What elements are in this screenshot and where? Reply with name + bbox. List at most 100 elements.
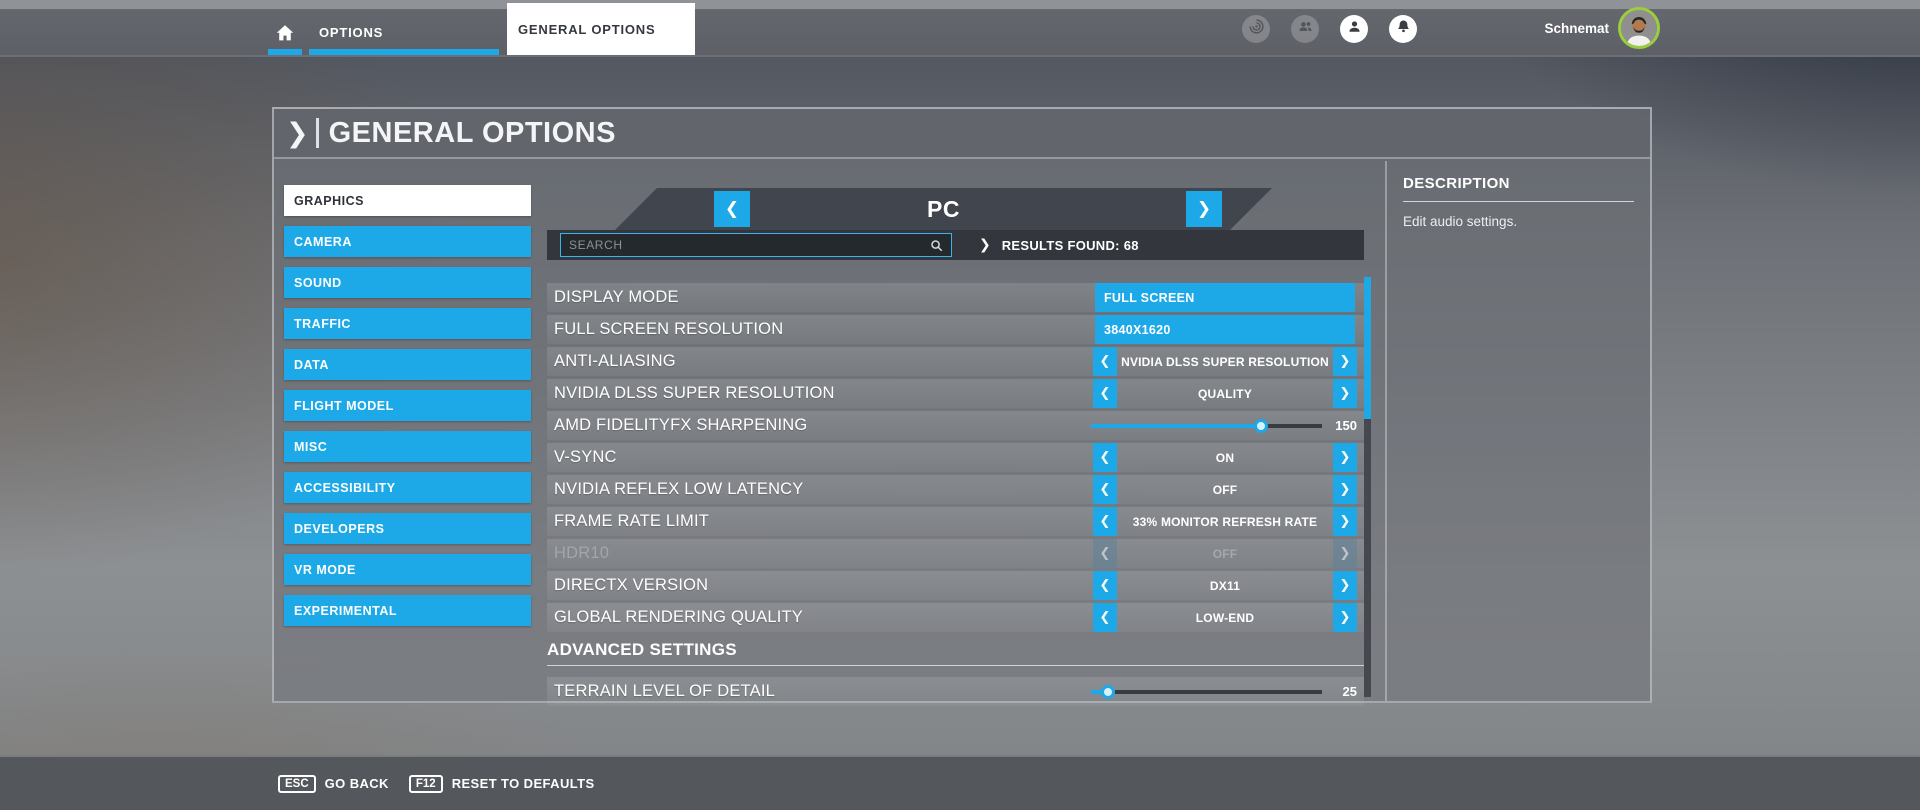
sidebar-item-sound[interactable]: SOUND bbox=[284, 267, 531, 298]
sidebar-item-vr-mode[interactable]: VR MODE bbox=[284, 554, 531, 585]
panel-title-bar: ❯ GENERAL OPTIONS bbox=[274, 109, 1650, 159]
setting-control: ❮ LOW-END ❯ bbox=[1093, 603, 1357, 632]
decrease-option-button[interactable]: ❮ bbox=[1093, 507, 1117, 536]
setting-control: FULL SCREEN bbox=[1093, 283, 1357, 312]
settings-scrollbar[interactable] bbox=[1364, 277, 1371, 697]
topbar-user-area: Schnemat bbox=[1460, 6, 1660, 50]
sidebar-item-experimental[interactable]: EXPERIMENTAL bbox=[284, 595, 531, 626]
selected-value: NVIDIA DLSS SUPER RESOLUTION bbox=[1121, 354, 1329, 369]
setting-control: ❮ OFF ❯ bbox=[1093, 475, 1357, 504]
decrease-option-button: ❮ bbox=[1093, 539, 1117, 568]
slider-track[interactable] bbox=[1091, 424, 1322, 428]
topbar-icon-group bbox=[1242, 15, 1417, 43]
platform-prev-button[interactable]: ❮ bbox=[714, 191, 750, 227]
setting-row-terrain-level-of-detail: TERRAIN LEVEL OF DETAIL 25 bbox=[547, 677, 1364, 706]
increase-option-button[interactable]: ❯ bbox=[1333, 443, 1357, 472]
setting-label: DIRECTX VERSION bbox=[554, 576, 709, 594]
setting-row-amd-fidelityfx-sharpening: AMD FIDELITYFX SHARPENING 150 bbox=[547, 411, 1364, 440]
shortcut-go-back[interactable]: ESC GO BACK bbox=[278, 774, 389, 793]
slider-track[interactable] bbox=[1091, 690, 1322, 694]
chevron-left-icon: ❮ bbox=[724, 199, 740, 219]
dropdown-display-mode[interactable]: FULL SCREEN bbox=[1095, 283, 1355, 312]
decrease-option-button[interactable]: ❮ bbox=[1093, 347, 1117, 376]
setting-row-nvidia-reflex-low-latency: NVIDIA REFLEX LOW LATENCY ❮ OFF ❯ bbox=[547, 475, 1364, 504]
slider-value: 150 bbox=[1335, 418, 1357, 433]
sidebar-item-flight-model[interactable]: FLIGHT MODEL bbox=[284, 390, 531, 421]
results-found: ❯ RESULTS FOUND: 68 bbox=[979, 237, 1139, 253]
increase-option-button[interactable]: ❯ bbox=[1333, 603, 1357, 632]
search-input[interactable] bbox=[561, 238, 929, 252]
decrease-option-button[interactable]: ❮ bbox=[1093, 603, 1117, 632]
setting-control: 3840X1620 bbox=[1093, 315, 1357, 344]
sidebar-item-developers[interactable]: DEVELOPERS bbox=[284, 513, 531, 544]
setting-row-nvidia-dlss-super-resolution: NVIDIA DLSS SUPER RESOLUTION ❮ QUALITY ❯ bbox=[547, 379, 1364, 408]
sidebar-item-camera[interactable]: CAMERA bbox=[284, 226, 531, 257]
setting-label: HDR10 bbox=[554, 544, 610, 562]
decrease-option-button[interactable]: ❮ bbox=[1093, 379, 1117, 408]
setting-control: ❮ DX11 ❯ bbox=[1093, 571, 1357, 600]
decrease-option-button[interactable]: ❮ bbox=[1093, 475, 1117, 504]
shortcut-reset-to-defaults[interactable]: F12 RESET TO DEFAULTS bbox=[408, 774, 595, 793]
profile-button[interactable] bbox=[1340, 15, 1368, 43]
tab-home[interactable] bbox=[262, 20, 308, 55]
setting-control: 25 bbox=[1091, 677, 1357, 706]
selected-value: QUALITY bbox=[1197, 386, 1253, 401]
setting-label: FULL SCREEN RESOLUTION bbox=[554, 320, 784, 338]
setting-row-hdr10: HDR10 ❮ OFF ❯ bbox=[547, 539, 1364, 568]
sidebar-item-traffic[interactable]: TRAFFIC bbox=[284, 308, 531, 339]
setting-row-frame-rate-limit: FRAME RATE LIMIT ❮ 33% MONITOR REFRESH RAT… bbox=[547, 507, 1364, 536]
decrease-option-button[interactable]: ❮ bbox=[1093, 443, 1117, 472]
page-title: GENERAL OPTIONS bbox=[328, 116, 616, 149]
options-panel: ❯ GENERAL OPTIONS GRAPHICS CAMERA SOUND TRA… bbox=[272, 107, 1652, 706]
settings-list: DISPLAY MODE FULL SCREEN FULL SCREEN RESOL… bbox=[547, 283, 1364, 709]
setting-control: 150 bbox=[1091, 411, 1357, 440]
tab-general-options[interactable]: GENERAL OPTIONS bbox=[507, 3, 695, 55]
increase-option-button[interactable]: ❯ bbox=[1333, 347, 1357, 376]
shortcut-label: RESET TO DEFAULTS bbox=[451, 776, 595, 791]
sidebar-item-graphics[interactable]: GRAPHICS bbox=[284, 185, 531, 216]
notifications-bell-icon bbox=[1395, 18, 1412, 40]
selected-value: ON bbox=[1215, 450, 1235, 465]
slider-knob[interactable] bbox=[1253, 419, 1268, 433]
avatar[interactable] bbox=[1618, 7, 1660, 49]
selected-value: DX11 bbox=[1209, 578, 1241, 593]
increase-option-button[interactable]: ❯ bbox=[1333, 475, 1357, 504]
description-panel: DESCRIPTION Edit audio settings. bbox=[1385, 161, 1650, 701]
slider-knob[interactable] bbox=[1101, 685, 1116, 699]
setting-label: ANTI-ALIASING bbox=[554, 352, 676, 370]
sidebar-item-data[interactable]: DATA bbox=[284, 349, 531, 380]
magnifier-icon bbox=[929, 238, 944, 253]
bottom-shortcut-bar: ESC GO BACK F12 RESET TO DEFAULTS bbox=[0, 755, 1920, 810]
sidebar-item-accessibility[interactable]: ACCESSIBILITY bbox=[284, 472, 531, 503]
notifications-bell-button[interactable] bbox=[1389, 15, 1417, 43]
section-label: ADVANCED SETTINGS bbox=[547, 640, 737, 659]
setting-row-directx-version: DIRECTX VERSION ❮ DX11 ❯ bbox=[547, 571, 1364, 600]
setting-label: FRAME RATE LIMIT bbox=[554, 512, 710, 530]
setting-control: ❮ 33% MONITOR REFRESH RATE ❯ bbox=[1093, 507, 1357, 536]
setting-row-display-mode: DISPLAY MODE FULL SCREEN bbox=[547, 283, 1364, 312]
results-found-label: RESULTS FOUND: 68 bbox=[1001, 237, 1139, 253]
search-box bbox=[560, 233, 952, 257]
scrollbar-thumb[interactable] bbox=[1364, 277, 1371, 419]
search-band: ❯ RESULTS FOUND: 68 bbox=[547, 230, 1364, 260]
friends-icon bbox=[1297, 18, 1314, 40]
setting-label: AMD FIDELITYFX SHARPENING bbox=[554, 416, 808, 434]
setting-control: ❮ ON ❯ bbox=[1093, 443, 1357, 472]
increase-option-button[interactable]: ❯ bbox=[1333, 571, 1357, 600]
setting-label: NVIDIA DLSS SUPER RESOLUTION bbox=[554, 384, 835, 402]
decrease-option-button[interactable]: ❮ bbox=[1093, 571, 1117, 600]
description-text: Edit audio settings. bbox=[1403, 214, 1518, 229]
tab-options[interactable]: OPTIONS bbox=[309, 20, 499, 55]
friends-button[interactable] bbox=[1291, 15, 1319, 43]
platform-next-button[interactable]: ❯ bbox=[1186, 191, 1222, 227]
setting-control: ❮ QUALITY ❯ bbox=[1093, 379, 1357, 408]
dropdown-full-screen-resolution[interactable]: 3840X1620 bbox=[1095, 315, 1355, 344]
selected-value: 33% MONITOR REFRESH RATE bbox=[1132, 514, 1318, 529]
selected-value: OFF bbox=[1212, 482, 1238, 497]
slider-value: 25 bbox=[1342, 684, 1357, 699]
sidebar-item-misc[interactable]: MISC bbox=[284, 431, 531, 462]
increase-option-button[interactable]: ❯ bbox=[1333, 379, 1357, 408]
increase-option-button[interactable]: ❯ bbox=[1333, 507, 1357, 536]
whirl-button[interactable] bbox=[1242, 15, 1270, 43]
